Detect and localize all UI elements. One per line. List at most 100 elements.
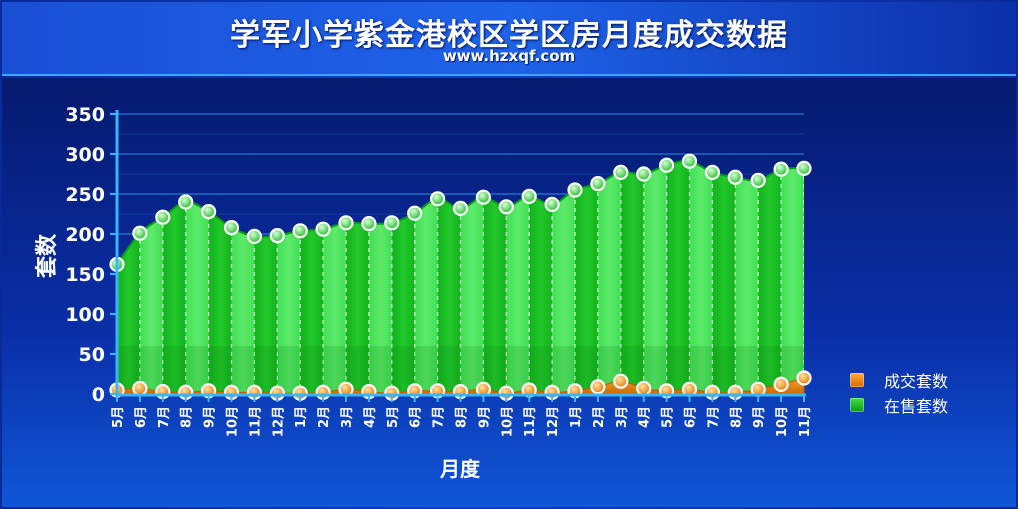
x-tick-label: 8月	[729, 406, 744, 428]
x-tick-label: 8月	[455, 406, 470, 428]
x-tick-label: 9月	[203, 406, 218, 428]
x-tick-label: 3月	[615, 406, 630, 428]
legend-swatch-sale	[850, 398, 864, 412]
sale-point	[246, 228, 262, 244]
y-axis-label: 套数	[34, 233, 60, 278]
sale-area-stripe	[643, 160, 668, 394]
sale-point	[521, 188, 537, 205]
x-tick-label: 6月	[684, 406, 699, 428]
x-tick-label: 11月	[248, 406, 263, 437]
sale-area-stripe	[552, 160, 576, 394]
y-tick-label: 300	[65, 144, 105, 166]
deal-point	[613, 373, 629, 389]
x-tick-label: 8月	[180, 406, 195, 428]
x-tick-label: 6月	[409, 406, 424, 428]
chart-subtitle: www.hzxqf.com	[442, 47, 576, 65]
x-tick-label: 1月	[294, 406, 309, 428]
deal-point	[796, 370, 812, 386]
y-tick-label: 250	[65, 184, 105, 206]
sale-point	[636, 166, 652, 182]
sale-area-stripe	[666, 160, 690, 394]
x-tick-label: 4月	[638, 406, 653, 428]
x-tick-label: 10月	[500, 406, 515, 437]
sale-area-stripe	[597, 160, 622, 394]
sale-point	[338, 215, 354, 231]
y-tick-label: 350	[65, 104, 105, 126]
sale-point	[750, 172, 766, 189]
x-tick-label: 2月	[592, 406, 607, 428]
sale-point	[658, 157, 675, 173]
sale-point	[361, 216, 377, 232]
x-tick-label: 9月	[477, 406, 492, 428]
sale-area-stripe	[437, 160, 461, 394]
sale-point	[155, 209, 171, 225]
sale-area-stripe	[735, 160, 759, 394]
sale-point	[613, 164, 629, 181]
sale-point	[475, 189, 491, 205]
deal-point	[773, 376, 789, 392]
x-tick-label: 11月	[798, 406, 813, 437]
sale-point	[796, 160, 812, 177]
chart-header: 学军小学紫金港校区学区房月度成交数据 www.hzxqf.com	[2, 2, 1016, 76]
x-tick-label: 7月	[706, 406, 721, 428]
x-tick-label: 5月	[386, 406, 401, 428]
sale-point	[452, 200, 469, 216]
sale-area-stripe	[483, 160, 507, 394]
sale-area-stripe	[506, 160, 530, 394]
x-tick-label: 7月	[157, 406, 172, 428]
legend-swatch-deal	[850, 373, 864, 387]
x-tick-label: 7月	[432, 406, 447, 428]
sale-point	[567, 182, 583, 198]
sale-area-stripe	[689, 160, 713, 394]
sale-point	[223, 220, 240, 236]
sale-area	[117, 160, 804, 394]
sale-point	[773, 161, 789, 177]
sale-point	[430, 191, 446, 207]
x-tick-label: 5月	[111, 406, 126, 428]
y-tick-label: 0	[92, 384, 105, 406]
sale-area-stripe	[185, 160, 210, 394]
deal-point	[132, 380, 148, 396]
sale-area-stripe	[529, 160, 553, 394]
sale-point	[292, 223, 308, 239]
y-tick-label: 100	[65, 304, 105, 326]
sale-area-stripe	[758, 160, 782, 394]
x-tick-label: 9月	[752, 406, 767, 428]
y-tick-label: 50	[79, 344, 105, 366]
x-tick-label: 5月	[661, 406, 676, 428]
sale-area-stripe	[620, 160, 645, 394]
deal-point	[590, 379, 606, 395]
x-tick-label: 2月	[317, 406, 332, 428]
sale-point	[590, 175, 606, 192]
sale-point	[178, 194, 194, 210]
legend-item-sale: 在售套数	[850, 395, 949, 416]
sale-point	[407, 205, 423, 221]
sale-point	[315, 221, 331, 237]
sale-point	[201, 204, 217, 220]
legend-item-deal: 成交套数	[850, 370, 949, 391]
sale-point	[269, 228, 285, 244]
x-tick-label: 6月	[134, 406, 149, 428]
legend-label-sale: 在售套数	[884, 397, 949, 416]
plot-panel: 0 50 100 150 200 250 300 350 5月 6月 7月 8月 9月 10月 11月 12月…	[2, 78, 1016, 507]
x-tick-label: 4月	[363, 406, 378, 428]
sale-area-stripe	[414, 160, 439, 394]
sale-point	[681, 153, 698, 169]
sale-area-stripe	[575, 160, 599, 394]
deal-point	[636, 380, 652, 396]
area-chart: 0 50 100 150 200 250 300 350 5月 6月 7月 8月 9月 10月 11月 12月…	[34, 104, 813, 481]
x-tick-label: 3月	[340, 406, 355, 428]
sale-point	[544, 196, 560, 213]
sale-point	[498, 199, 514, 215]
sale-area-stripe	[712, 160, 736, 394]
sale-area-stripe	[781, 160, 804, 394]
y-tick-label: 150	[65, 264, 105, 286]
x-tick-label: 12月	[546, 406, 561, 437]
x-axis-label: 月度	[439, 457, 481, 481]
sale-point	[132, 225, 148, 241]
legend-label-deal: 成交套数	[884, 372, 949, 391]
x-tick-label: 11月	[523, 406, 538, 437]
sale-area-stripe	[460, 160, 484, 394]
sale-point	[704, 164, 721, 181]
